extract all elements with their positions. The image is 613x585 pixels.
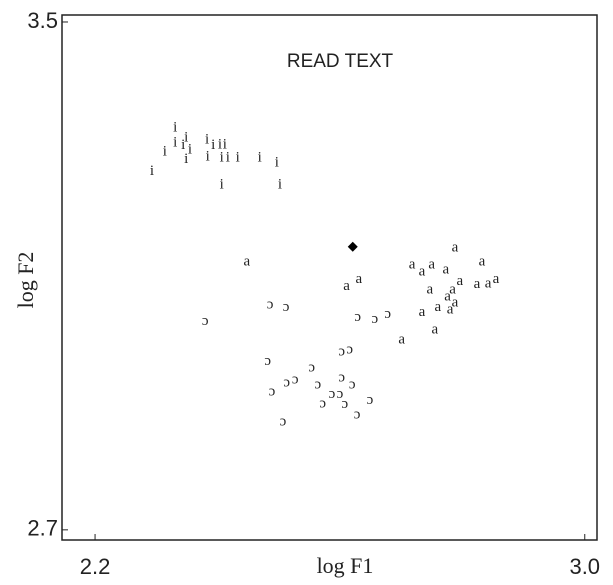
point: i [173,119,177,135]
x-tick-label: 3.0 [569,554,600,579]
point: ɔ [202,313,209,329]
point: i [220,177,224,193]
point: a [419,264,426,280]
point: i [150,163,154,179]
point: i [184,151,188,167]
point: ɔ [367,392,374,408]
point: a [427,281,434,297]
point: a [449,281,456,297]
point: a [452,239,459,255]
point: i [278,177,282,193]
plot-frame [61,14,598,541]
point: ɔ [308,359,315,375]
point: i [188,142,192,158]
point: i [206,149,210,165]
annotation: READ TEXT [287,51,394,72]
point: a [343,278,350,294]
point: a [457,273,464,289]
point: i [236,149,240,165]
point: i [275,154,279,170]
y-tick-label: 3.5 [27,8,58,33]
point: ɔ [264,353,271,369]
point: i [226,149,230,165]
point: ɔ [283,299,290,315]
point: ɔ [341,396,348,412]
point: a [419,304,426,320]
point: i [223,137,227,153]
point: a [244,253,251,269]
point: ɔ [354,309,361,325]
point: i [181,137,185,153]
point: a [442,262,449,278]
point: ɔ [338,370,345,386]
point: ɔ [280,413,287,429]
point: i [220,149,224,165]
point: ɔ [283,375,290,391]
point: ɔ [319,396,326,412]
point: ɔ [269,384,276,400]
point: i [173,135,177,151]
point: ɔ [371,311,378,327]
point: a [479,253,486,269]
point: i [218,137,222,153]
point: i [163,144,167,160]
point: a [474,276,481,292]
point: a [409,257,416,273]
point: ɔ [267,297,274,313]
point: a [493,271,500,287]
point: a [452,295,459,311]
point: ɔ [329,386,336,402]
point: a [447,302,454,318]
point: ɔ [384,306,391,322]
point [347,241,358,252]
x-tick-label: 2.2 [80,554,111,579]
point: a [398,331,405,347]
point: ɔ [315,377,322,393]
point: a [431,321,438,337]
point: i [211,137,215,153]
point: ɔ [337,386,344,402]
y-axis-label: log F2 [13,252,38,309]
point: i [258,149,262,165]
point: a [356,271,363,287]
x-axis-label: log F1 [317,553,374,578]
point: a [435,299,442,315]
y-tick-label: 2.7 [27,516,58,541]
point: ɔ [346,342,353,358]
point: ɔ [292,371,299,387]
point: a [428,257,435,273]
point: a [444,288,451,304]
point: a [485,276,492,292]
point: ɔ [349,377,356,393]
point: i [205,131,209,147]
point: ɔ [354,406,361,422]
point: ɔ [338,344,345,360]
point: i [184,130,188,146]
